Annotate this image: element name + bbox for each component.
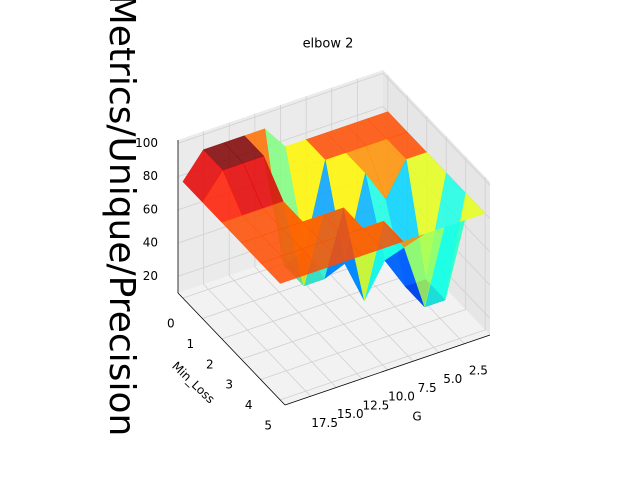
- z-tick-label: 40: [143, 236, 158, 250]
- axis-line: [177, 292, 286, 406]
- chart-title: elbow 2: [303, 37, 354, 52]
- x-tick-label: 2.5: [469, 363, 488, 377]
- x-tick-label: 12.5: [363, 398, 390, 412]
- x-tick-label: 15.0: [337, 407, 364, 421]
- axis-line: [284, 334, 491, 406]
- grid-line: [260, 309, 466, 380]
- x-tick-label: 5.0: [443, 372, 462, 386]
- y-tick-label: 3: [225, 378, 233, 392]
- y-tick-label: 2: [206, 357, 214, 371]
- y-tick-label: 4: [245, 398, 253, 412]
- z-tick-label: 80: [143, 169, 158, 183]
- surface-patch: [260, 255, 301, 284]
- y-tick-label: 1: [186, 337, 194, 351]
- grid-line: [221, 268, 427, 340]
- z-tick-label: 100: [135, 136, 158, 150]
- grid-line: [382, 73, 491, 186]
- grid-line: [177, 72, 384, 144]
- z-axis-label: Metrics/Unique/Precision: [101, 0, 142, 436]
- z-tick-label: 60: [143, 202, 158, 216]
- x-tick-label: 7.5: [418, 381, 437, 395]
- grid-line: [241, 288, 447, 360]
- y-tick-label: 5: [264, 418, 272, 432]
- grid-line: [203, 283, 311, 397]
- x-tick-label: 10.0: [388, 390, 415, 404]
- y-tick-label: 0: [167, 317, 175, 331]
- x-tick-label: 17.5: [311, 416, 338, 430]
- grid-line: [228, 275, 337, 388]
- grid-line: [280, 329, 486, 401]
- x-axis-label: G: [412, 410, 421, 424]
- grid-line: [254, 266, 363, 380]
- z-tick-label: 20: [143, 269, 158, 283]
